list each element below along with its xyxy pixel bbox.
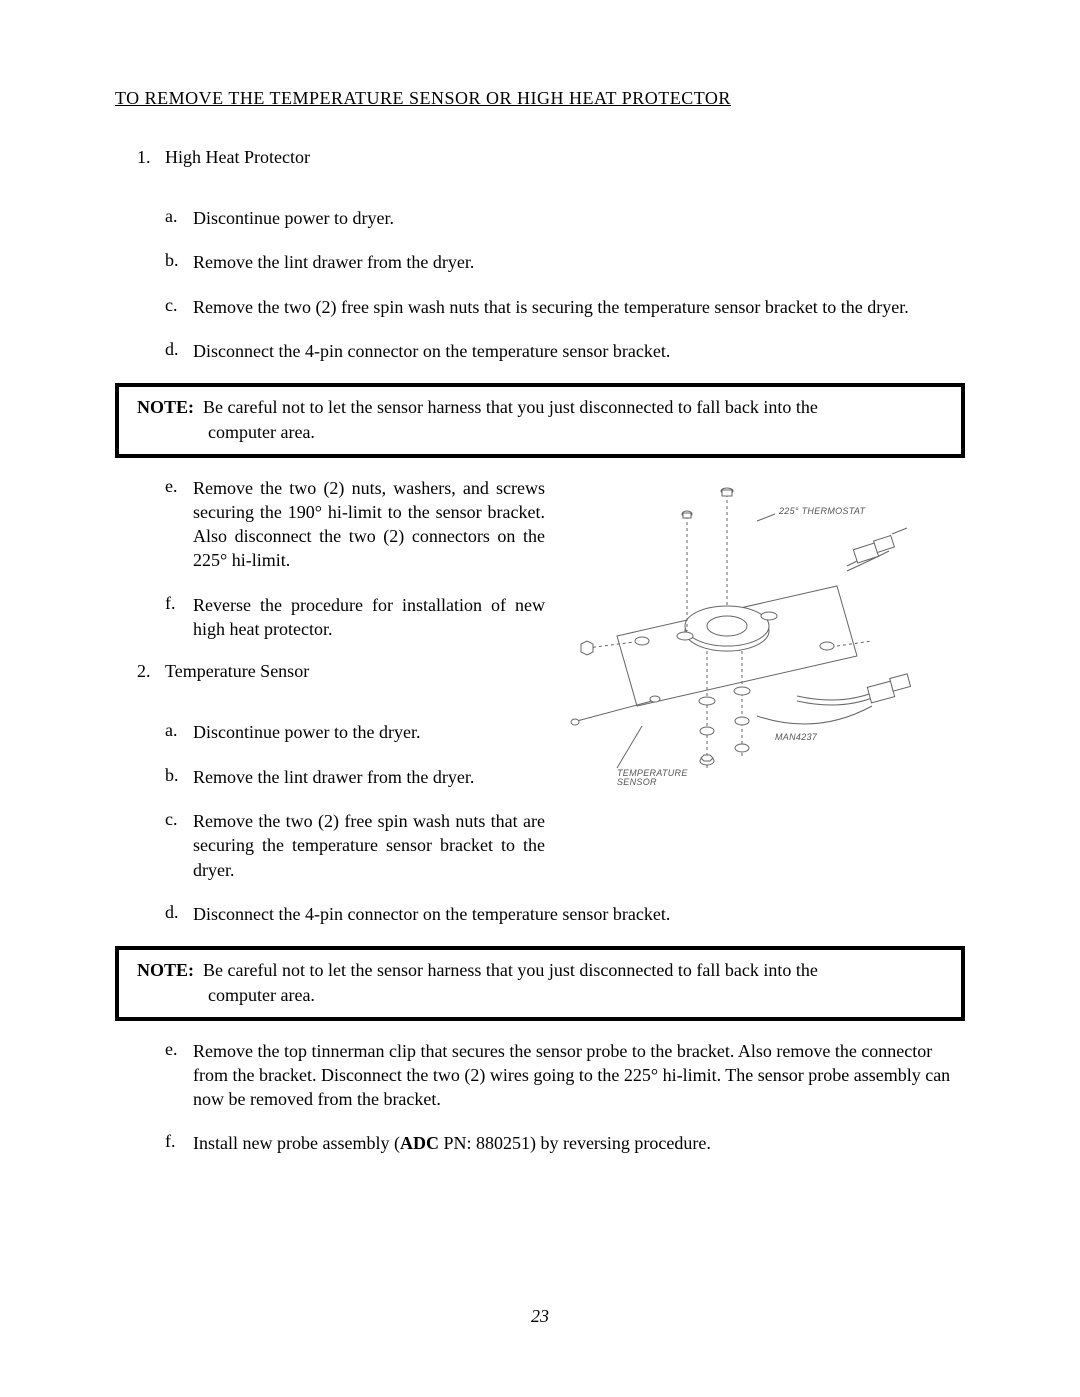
list-number: 1.	[137, 147, 165, 168]
section-title: TO REMOVE THE TEMPERATURE SENSOR OR HIGH…	[115, 88, 965, 109]
page-content: TO REMOVE THE TEMPERATURE SENSOR OR HIGH…	[0, 0, 1080, 1156]
diagram-column: 225° THERMOSTAT MAN4237 TEMPERATURESENSO…	[557, 476, 965, 902]
note-box-1: NOTE: Be careful not to let the sensor h…	[115, 383, 965, 457]
step-b: b. Remove the lint drawer from the dryer…	[165, 765, 545, 789]
step-letter: b.	[165, 765, 193, 789]
list-item-2: 2. Temperature Sensor	[115, 661, 545, 682]
step-a: a. Discontinue power to the dryer.	[165, 720, 545, 744]
step-text: Disconnect the 4-pin connector on the te…	[193, 902, 965, 926]
note-line2: computer area.	[137, 420, 315, 445]
diagram-label-thermostat: 225° THERMOSTAT	[779, 506, 865, 516]
step-letter: c.	[165, 295, 193, 319]
step-text: Remove the two (2) nuts, washers, and sc…	[193, 476, 545, 573]
step-d: d. Disconnect the 4-pin connector on the…	[165, 339, 965, 363]
step-c: c. Remove the two (2) free spin wash nut…	[165, 809, 545, 882]
step-letter: c.	[165, 809, 193, 882]
step-letter: b.	[165, 250, 193, 274]
step-text: Discontinue power to dryer.	[193, 206, 965, 230]
note-box-2: NOTE: Be careful not to let the sensor h…	[115, 946, 965, 1020]
step-text: Disconnect the 4-pin connector on the te…	[193, 339, 965, 363]
step-f: f. Reverse the procedure for installatio…	[165, 593, 545, 642]
step-e: e. Remove the top tinnerman clip that se…	[165, 1039, 965, 1112]
note-line1: Be careful not to let the sensor harness…	[203, 397, 818, 417]
step-text: Reverse the procedure for installation o…	[193, 593, 545, 642]
step-text: Remove the top tinnerman clip that secur…	[193, 1039, 965, 1112]
note-label: NOTE:	[137, 397, 194, 417]
two-column-section: e. Remove the two (2) nuts, washers, and…	[115, 476, 965, 902]
step-text: Remove the lint drawer from the dryer.	[193, 765, 545, 789]
step-b: b. Remove the lint drawer from the dryer…	[165, 250, 965, 274]
step-d: d. Disconnect the 4-pin connector on the…	[165, 902, 965, 926]
sublist-1: a. Discontinue power to dryer. b. Remove…	[115, 206, 965, 363]
step-text: Remove the two (2) free spin wash nuts t…	[193, 295, 965, 319]
step-letter: a.	[165, 720, 193, 744]
step-letter: e.	[165, 476, 193, 573]
step-text: Install new probe assembly (ADC PN: 8802…	[193, 1131, 965, 1155]
step-e: e. Remove the two (2) nuts, washers, and…	[165, 476, 545, 573]
note-label: NOTE:	[137, 960, 194, 980]
diagram-label-code: MAN4237	[775, 732, 817, 742]
sublist-2-cont: d. Disconnect the 4-pin connector on the…	[115, 902, 965, 926]
note-line1: Be careful not to let the sensor harness…	[203, 960, 818, 980]
sublist-1-cont: e. Remove the two (2) nuts, washers, and…	[115, 476, 545, 642]
list-number: 2.	[137, 661, 165, 682]
list-heading: Temperature Sensor	[165, 661, 309, 682]
list-item-1: 1. High Heat Protector	[115, 147, 965, 168]
step-letter: d.	[165, 902, 193, 926]
step-f: f. Install new probe assembly (ADC PN: 8…	[165, 1131, 965, 1155]
step-letter: d.	[165, 339, 193, 363]
exploded-diagram	[557, 476, 917, 796]
step-letter: e.	[165, 1039, 193, 1112]
list-heading: High Heat Protector	[165, 147, 310, 168]
sublist-2-cont2: e. Remove the top tinnerman clip that se…	[115, 1039, 965, 1156]
step-c: c. Remove the two (2) free spin wash nut…	[165, 295, 965, 319]
diagram-label-sensor: TEMPERATURESENSOR	[617, 769, 688, 789]
sublist-2: a. Discontinue power to the dryer. b. Re…	[115, 720, 545, 881]
step-text: Discontinue power to the dryer.	[193, 720, 545, 744]
step-letter: f.	[165, 1131, 193, 1155]
left-column: e. Remove the two (2) nuts, washers, and…	[115, 476, 545, 902]
note-line2: computer area.	[137, 983, 315, 1008]
step-letter: f.	[165, 593, 193, 642]
step-text: Remove the lint drawer from the dryer.	[193, 250, 965, 274]
step-a: a. Discontinue power to dryer.	[165, 206, 965, 230]
step-text: Remove the two (2) free spin wash nuts t…	[193, 809, 545, 882]
page-number: 23	[0, 1306, 1080, 1327]
step-letter: a.	[165, 206, 193, 230]
